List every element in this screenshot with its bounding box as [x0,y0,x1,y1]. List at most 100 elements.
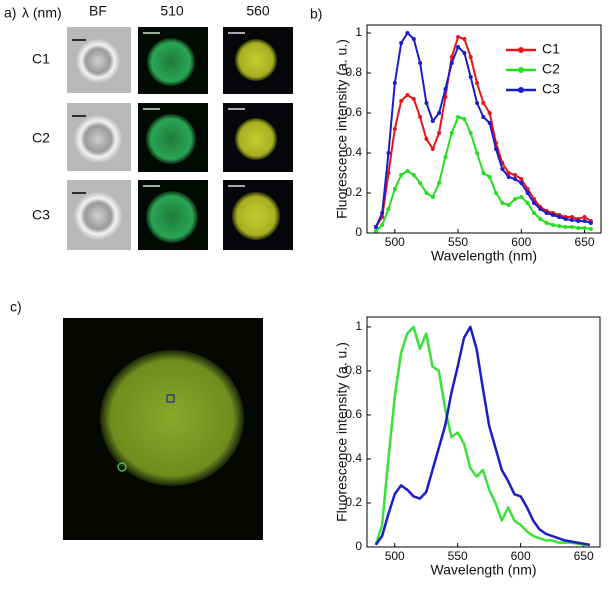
data-point [424,137,429,141]
column-header: 510 [160,3,184,19]
y-tick-label: 0.2 [345,185,362,199]
data-point [512,173,517,177]
data-point [468,75,473,79]
data-point [430,147,435,151]
y-tick-label: 0 [355,225,362,239]
data-point [411,97,416,101]
data-point [538,217,543,221]
data-point [582,219,587,223]
data-point [418,115,423,119]
data-point [531,211,536,215]
x-tick-label: 500 [385,549,405,563]
data-point [405,31,410,35]
y-tick-label: 0.8 [345,363,362,377]
data-point [569,225,574,229]
panel-label: a) [4,5,16,21]
y-tick-label: 0.4 [345,145,362,159]
data-point [386,151,391,155]
data-point [373,229,378,233]
data-point [449,131,454,135]
data-point [392,81,397,85]
data-point [525,201,530,205]
data-point [569,218,574,222]
data-point [456,35,461,39]
x-tick-label: 650 [575,235,595,249]
data-point [588,227,593,231]
row-label: C1 [32,51,50,67]
y-tick-label: 0.6 [345,105,362,119]
data-point [519,195,524,199]
data-point [424,101,429,105]
data-point [399,99,404,103]
row-label: C2 [32,130,50,146]
data-point [443,87,448,91]
data-point [424,191,429,195]
data-point [494,191,499,195]
legend-marker [518,47,524,53]
data-point [449,61,454,65]
x-tick-label: 600 [511,235,531,249]
legend-label: C1 [542,41,560,57]
data-point [506,175,511,179]
data-point [487,111,492,115]
data-point [380,211,385,215]
y-tick-label: 0.4 [345,451,362,465]
data-point [557,215,562,219]
panel-c-image [63,318,263,540]
data-point [430,195,435,199]
x-tick-label: 600 [511,549,531,563]
x-axis-label: Wavelength (nm) [431,248,537,264]
data-point [468,55,473,59]
data-point [576,226,581,230]
data-point [405,93,410,97]
panel-label: c) [10,299,22,315]
x-tick-label: 650 [574,549,594,563]
data-point [487,175,492,179]
y-tick-label: 0.6 [345,407,362,421]
data-point [506,203,511,207]
panel-label: b) [310,6,322,22]
legend-marker [518,87,524,93]
data-point [386,207,391,211]
panel-a-images [67,27,293,250]
data-point [481,101,486,105]
data-point [494,147,499,151]
data-point [437,181,442,185]
data-point [506,171,511,175]
data-point [588,221,593,225]
data-point [563,217,568,221]
data-point [582,226,587,230]
y-tick-label: 1 [355,319,362,333]
data-point [582,215,587,219]
data-point [481,171,486,175]
data-point [456,115,461,119]
data-point [437,131,442,135]
data-point [418,61,423,65]
x-axis-label: Wavelength (nm) [430,562,536,578]
data-point [456,45,461,49]
data-point [411,173,416,177]
data-point [544,211,549,215]
data-point [405,169,410,173]
y-axis-label: Fluorescence intensity (a. u.) [334,39,350,219]
data-point [399,173,404,177]
x-tick-label: 500 [385,235,405,249]
data-point [437,111,442,115]
data-point [380,223,385,227]
legend-label: C3 [542,81,560,97]
data-point [512,197,517,201]
data-point [512,177,517,181]
data-point [557,224,562,228]
plot-frame [366,24,602,234]
y-axis-label: Fluorescence intensity (a. u.) [334,342,350,522]
data-point [481,115,486,119]
data-point [563,225,568,229]
data-point [430,119,435,123]
data-point [525,191,530,195]
data-point [519,181,524,185]
row-label: C3 [32,207,50,223]
data-point [569,215,574,219]
y-tick-label: 0.2 [345,495,362,509]
data-point [500,201,505,205]
